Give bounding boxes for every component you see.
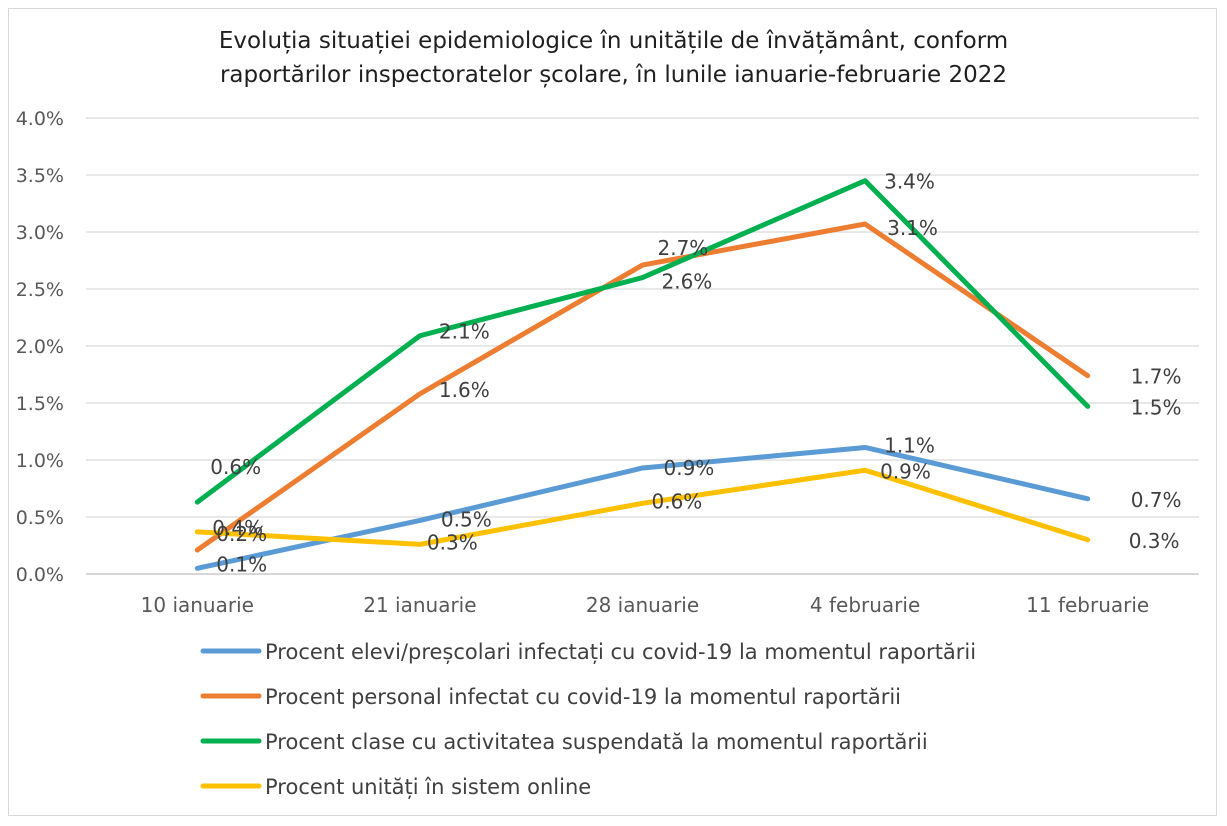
y-axis: 0.0% 0.5% 1.0% 1.5% 2.0% 2.5% 3.0% 3.5% 4.0%	[16, 108, 64, 586]
x-tick-label: 10 ianuarie	[141, 593, 254, 617]
y-tick-label: 0.0%	[16, 564, 64, 586]
chart-title: Evoluția situației epidemiologice în uni…	[0, 24, 1227, 92]
series-lines	[194, 178, 1091, 571]
x-tick-label: 28 ianuarie	[586, 593, 699, 617]
x-tick-label: 4 februarie	[810, 593, 920, 617]
data-label: 0.2%	[216, 522, 267, 546]
chart-title-line-2: raportărilor inspectoratelor școlare, în…	[219, 62, 1008, 88]
data-label: 0.7%	[1131, 488, 1182, 512]
data-label: 0.9%	[664, 456, 715, 480]
data-label: 1.7%	[1131, 365, 1182, 389]
y-tick-label: 2.0%	[16, 336, 64, 358]
data-label: 0.3%	[1129, 529, 1180, 553]
series-line-4	[194, 467, 1091, 547]
y-tick-label: 2.5%	[16, 279, 64, 301]
y-tick-label: 4.0%	[16, 108, 64, 130]
data-label: 0.9%	[880, 459, 931, 483]
data-label: 0.4%	[212, 516, 263, 540]
series-line-3	[194, 178, 1091, 505]
legend: Procent elevi/preșcolari infectați cu co…	[200, 640, 976, 799]
data-label: 0.6%	[210, 455, 261, 479]
data-label: 0.5%	[441, 507, 492, 531]
legend-label: Procent clase cu activitatea suspendată …	[265, 730, 928, 754]
data-label: 0.3%	[427, 530, 478, 554]
y-tick-label: 1.0%	[16, 450, 64, 472]
x-tick-label: 21 ianuarie	[363, 593, 476, 617]
chart-frame	[8, 8, 1217, 816]
legend-label: Procent unități în sistem online	[265, 775, 591, 799]
series-line-1	[194, 444, 1091, 571]
chart-title-line-1: Evoluția situației epidemiologice în uni…	[218, 28, 1009, 54]
data-label: 2.6%	[662, 270, 713, 294]
data-label: 1.6%	[439, 378, 490, 402]
data-label: 2.7%	[658, 236, 709, 260]
data-label: 0.6%	[652, 489, 703, 513]
y-tick-label: 1.5%	[16, 393, 64, 415]
data-label: 1.1%	[884, 433, 935, 457]
data-label: 3.4%	[884, 170, 935, 194]
data-labels: 0.1%0.5%0.9%1.1%0.7%0.2%1.6%2.7%3.1%1.7%…	[210, 170, 1181, 577]
legend-label: Procent personal infectat cu covid-19 la…	[265, 685, 901, 709]
data-label: 1.5%	[1131, 395, 1182, 419]
gridlines	[86, 117, 1199, 575]
legend-label: Procent elevi/preșcolari infectați cu co…	[265, 640, 976, 664]
data-label: 0.1%	[216, 552, 267, 576]
data-label: 3.1%	[887, 216, 938, 240]
x-axis: 10 ianuarie 21 ianuarie 28 ianuarie 4 febru…	[141, 593, 1150, 617]
y-tick-label: 0.5%	[16, 507, 64, 529]
y-tick-label: 3.5%	[16, 165, 64, 187]
x-tick-label: 11 februarie	[1026, 593, 1149, 617]
series-line-2	[194, 221, 1091, 553]
y-tick-label: 3.0%	[16, 222, 64, 244]
data-label: 2.1%	[439, 320, 490, 344]
